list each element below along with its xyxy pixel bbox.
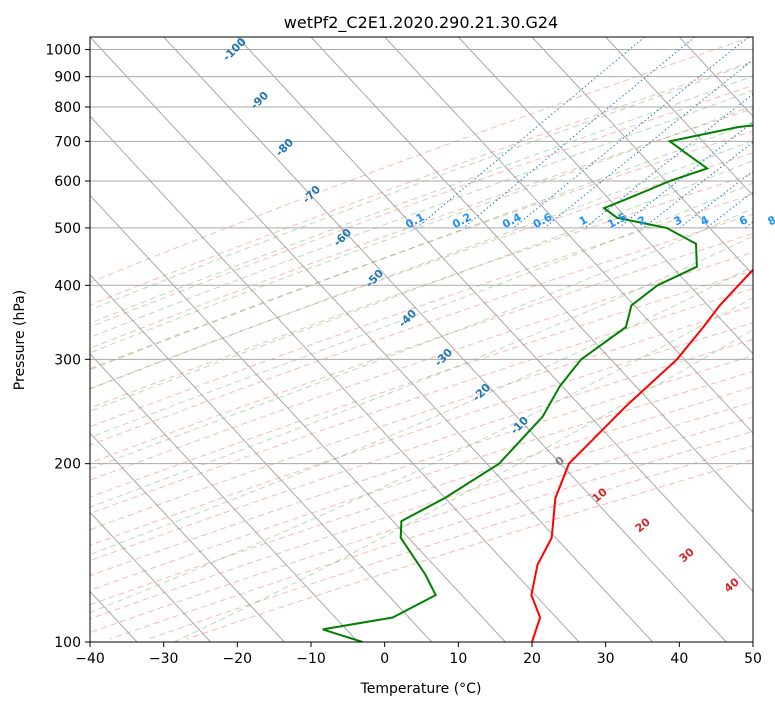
x-tick-label: 40 bbox=[670, 651, 688, 667]
mixing-ratio-line bbox=[463, 37, 696, 229]
isotherm bbox=[90, 37, 654, 642]
isotherm bbox=[90, 353, 359, 642]
dry-adiabat-label: 30 bbox=[677, 545, 697, 565]
sounding-line bbox=[322, 124, 753, 642]
isotherm-label: -50 bbox=[363, 267, 386, 290]
sounding-traces bbox=[322, 124, 753, 642]
dry-adiabat bbox=[90, 108, 753, 349]
y-tick-label: 500 bbox=[54, 221, 81, 237]
mixing-ratio-line bbox=[513, 37, 749, 229]
mixing-ratio-label: 6 bbox=[737, 213, 750, 228]
dry-adiabat bbox=[90, 288, 753, 515]
isotherm-label: -60 bbox=[331, 226, 354, 249]
x-tick-label: 0 bbox=[380, 651, 389, 667]
chart-title: wetPf2_C2E1.2020.290.21.30.G24 bbox=[284, 13, 558, 33]
isotherm bbox=[384, 37, 753, 434]
moist-adiabat bbox=[90, 139, 753, 390]
isotherm bbox=[90, 194, 506, 642]
mixing-ratio-line bbox=[543, 59, 753, 229]
isotherm bbox=[163, 37, 727, 642]
moist-adiabat bbox=[90, 61, 753, 311]
reference-lines bbox=[90, 37, 753, 642]
dry-adiabat bbox=[90, 338, 753, 562]
x-tick-label: −40 bbox=[75, 651, 105, 667]
mixing-ratio-line bbox=[643, 141, 753, 229]
y-tick-label: 400 bbox=[54, 278, 81, 294]
moist-adiabat bbox=[90, 297, 753, 614]
dry-adiabat-label: 0 bbox=[553, 454, 567, 469]
dry-adiabat bbox=[90, 305, 753, 531]
moist-adiabat bbox=[90, 105, 753, 354]
dry-adiabat bbox=[90, 213, 753, 446]
y-tick-label: 1000 bbox=[45, 43, 81, 59]
moist-adiabat bbox=[90, 75, 753, 324]
y-tick-label: 200 bbox=[54, 457, 81, 473]
isotherm bbox=[90, 432, 285, 642]
y-tick-label: 800 bbox=[54, 100, 81, 116]
y-axis-label: Pressure (hPa) bbox=[12, 290, 28, 390]
dry-adiabat bbox=[109, 430, 753, 640]
dry-adiabat bbox=[90, 251, 753, 481]
dry-adiabat bbox=[90, 37, 752, 283]
x-tick-label: 10 bbox=[449, 651, 467, 667]
mixing-ratio-line bbox=[416, 37, 645, 229]
y-axis: 100 200 300 400 500 600 700 800 900 1000 bbox=[45, 43, 90, 651]
dry-adiabat bbox=[90, 401, 753, 620]
isotherm-label: -70 bbox=[300, 183, 323, 206]
x-tick-label: −10 bbox=[296, 651, 326, 667]
dry-adiabat bbox=[90, 270, 753, 498]
isotherm bbox=[310, 37, 753, 514]
dry-adiabat-label: 20 bbox=[633, 515, 653, 535]
dry-adiabat bbox=[90, 370, 753, 591]
isotherm bbox=[0, 37, 63, 642]
isotherm-label: -80 bbox=[273, 136, 296, 159]
mixing-ratio-label: 2 bbox=[635, 213, 648, 228]
x-axis: −40 −30 −20 −10 0 10 20 30 40 50 bbox=[75, 642, 762, 667]
isotherm bbox=[605, 37, 753, 197]
isotherm-label: -20 bbox=[470, 381, 493, 404]
x-tick-label: 30 bbox=[597, 651, 615, 667]
x-tick-label: 50 bbox=[744, 651, 762, 667]
isotherm-label: -40 bbox=[396, 307, 419, 330]
x-tick-label: 20 bbox=[523, 651, 541, 667]
x-tick-label: −20 bbox=[223, 651, 253, 667]
plot-frame bbox=[89, 36, 754, 643]
x-tick-label: −30 bbox=[149, 651, 179, 667]
dry-adiabat bbox=[90, 193, 753, 428]
y-tick-label: 300 bbox=[54, 352, 81, 368]
mixing-ratio-label: 3 bbox=[672, 213, 685, 228]
y-tick-label: 100 bbox=[54, 635, 81, 651]
mixing-ratio-label: 8 bbox=[766, 213, 775, 228]
isotherm bbox=[457, 37, 753, 355]
isotherm bbox=[236, 37, 753, 593]
isotherm bbox=[90, 511, 212, 642]
isotherm-label: -90 bbox=[248, 89, 271, 112]
y-tick-label: 600 bbox=[54, 174, 81, 190]
mixing-ratio-label: 4 bbox=[698, 213, 711, 228]
isotherm bbox=[90, 115, 580, 642]
dry-adiabat bbox=[90, 416, 753, 634]
x-axis-label: Temperature (°C) bbox=[360, 681, 482, 697]
dry-adiabat bbox=[90, 386, 753, 606]
isotherm-label: -30 bbox=[432, 346, 455, 369]
dry-adiabat bbox=[90, 355, 753, 577]
y-tick-label: 700 bbox=[54, 134, 81, 150]
isotherm bbox=[752, 37, 753, 38]
isotherm bbox=[90, 273, 433, 642]
dry-adiabat bbox=[90, 130, 753, 370]
sounding-line bbox=[530, 268, 753, 642]
moist-adiabat bbox=[90, 160, 753, 412]
isotherm bbox=[531, 37, 753, 276]
mixing-ratio-label: 1 bbox=[577, 213, 590, 228]
y-tick-label: 900 bbox=[54, 70, 81, 86]
mixing-ratio-line bbox=[618, 121, 753, 229]
dry-adiabat bbox=[90, 233, 753, 464]
moist-adiabat bbox=[90, 182, 753, 438]
dry-adiabat bbox=[90, 322, 753, 546]
dry-adiabat-label: 40 bbox=[722, 575, 742, 595]
pressure-grid bbox=[0, 37, 753, 642]
dry-adiabat bbox=[90, 173, 753, 409]
dry-adiabat-label: 10 bbox=[590, 485, 610, 505]
